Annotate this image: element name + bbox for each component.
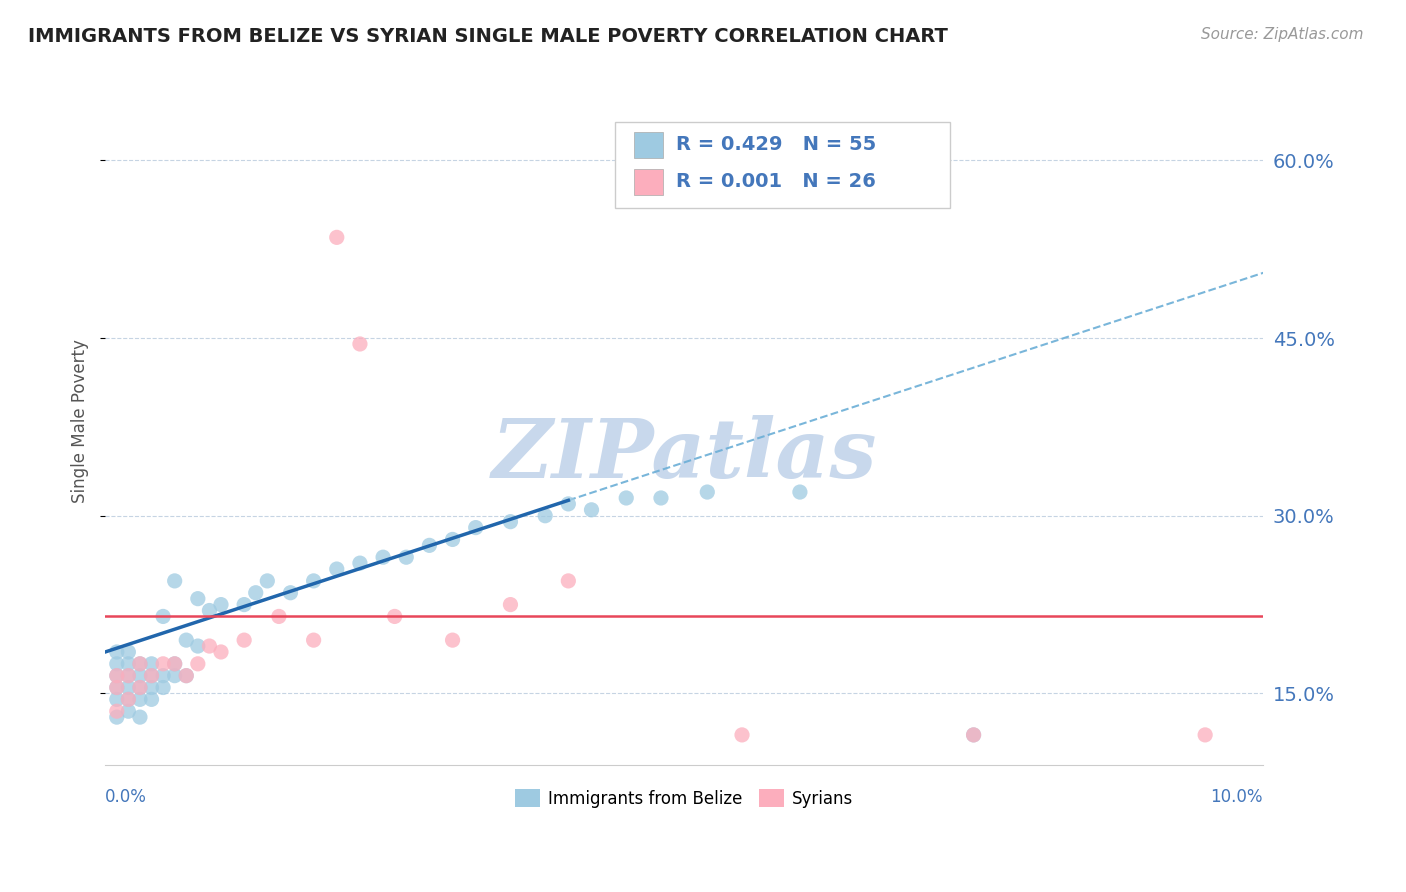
Point [326,562,349,576]
Point [152,681,174,695]
Point [105,645,128,659]
Point [418,538,440,552]
Point [129,692,152,706]
Point [349,337,371,351]
Point [534,508,557,523]
Point [198,603,221,617]
Point [441,533,464,547]
Point [441,633,464,648]
Point [245,586,267,600]
Point [129,657,152,671]
Point [152,609,174,624]
Point [129,710,152,724]
FancyBboxPatch shape [614,122,950,208]
Point [267,609,290,624]
Point [650,491,672,505]
Point [233,598,256,612]
Point [117,668,139,682]
Text: 0.0%: 0.0% [105,789,148,806]
Point [464,520,486,534]
Text: Source: ZipAtlas.com: Source: ZipAtlas.com [1201,27,1364,42]
Point [105,704,128,718]
Point [174,668,197,682]
FancyBboxPatch shape [634,132,664,158]
Point [117,704,139,718]
Point [163,657,186,671]
Point [731,728,754,742]
Point [209,645,232,659]
Point [962,728,984,742]
Point [117,692,139,706]
Point [581,503,603,517]
Point [129,657,152,671]
Point [187,639,209,653]
Point [163,574,186,588]
Point [105,681,128,695]
Point [280,586,302,600]
Point [141,668,163,682]
Point [233,633,256,648]
Point [105,668,128,682]
Point [117,692,139,706]
Point [141,668,163,682]
Point [105,668,128,682]
Point [174,668,197,682]
Point [187,591,209,606]
Point [499,598,522,612]
Point [141,681,163,695]
Point [174,633,197,648]
Text: R = 0.001   N = 26: R = 0.001 N = 26 [676,172,876,192]
Point [1194,728,1216,742]
Point [209,598,232,612]
Point [499,515,522,529]
Point [696,485,718,500]
Point [117,657,139,671]
Text: IMMIGRANTS FROM BELIZE VS SYRIAN SINGLE MALE POVERTY CORRELATION CHART: IMMIGRANTS FROM BELIZE VS SYRIAN SINGLE … [28,27,948,45]
Point [163,668,186,682]
Point [141,657,163,671]
Point [326,230,349,244]
Point [152,668,174,682]
Point [105,692,128,706]
Y-axis label: Single Male Poverty: Single Male Poverty [72,339,89,503]
FancyBboxPatch shape [634,169,664,195]
Text: R = 0.429   N = 55: R = 0.429 N = 55 [676,136,876,154]
Point [395,550,418,565]
Point [129,681,152,695]
Point [302,633,325,648]
Point [187,657,209,671]
Text: ZIPatlas: ZIPatlas [491,416,877,495]
Point [349,556,371,570]
Point [117,668,139,682]
Text: 10.0%: 10.0% [1211,789,1263,806]
Point [117,681,139,695]
Point [614,491,637,505]
Point [105,710,128,724]
Point [302,574,325,588]
Point [962,728,984,742]
Point [163,657,186,671]
Point [198,639,221,653]
Point [384,609,406,624]
Point [557,497,579,511]
Point [129,668,152,682]
Point [371,550,394,565]
Point [105,657,128,671]
Point [117,645,139,659]
Point [152,657,174,671]
Point [557,574,579,588]
Point [129,681,152,695]
Point [141,692,163,706]
Point [789,485,811,500]
Point [105,681,128,695]
Legend: Immigrants from Belize, Syrians: Immigrants from Belize, Syrians [508,782,860,814]
Point [256,574,278,588]
